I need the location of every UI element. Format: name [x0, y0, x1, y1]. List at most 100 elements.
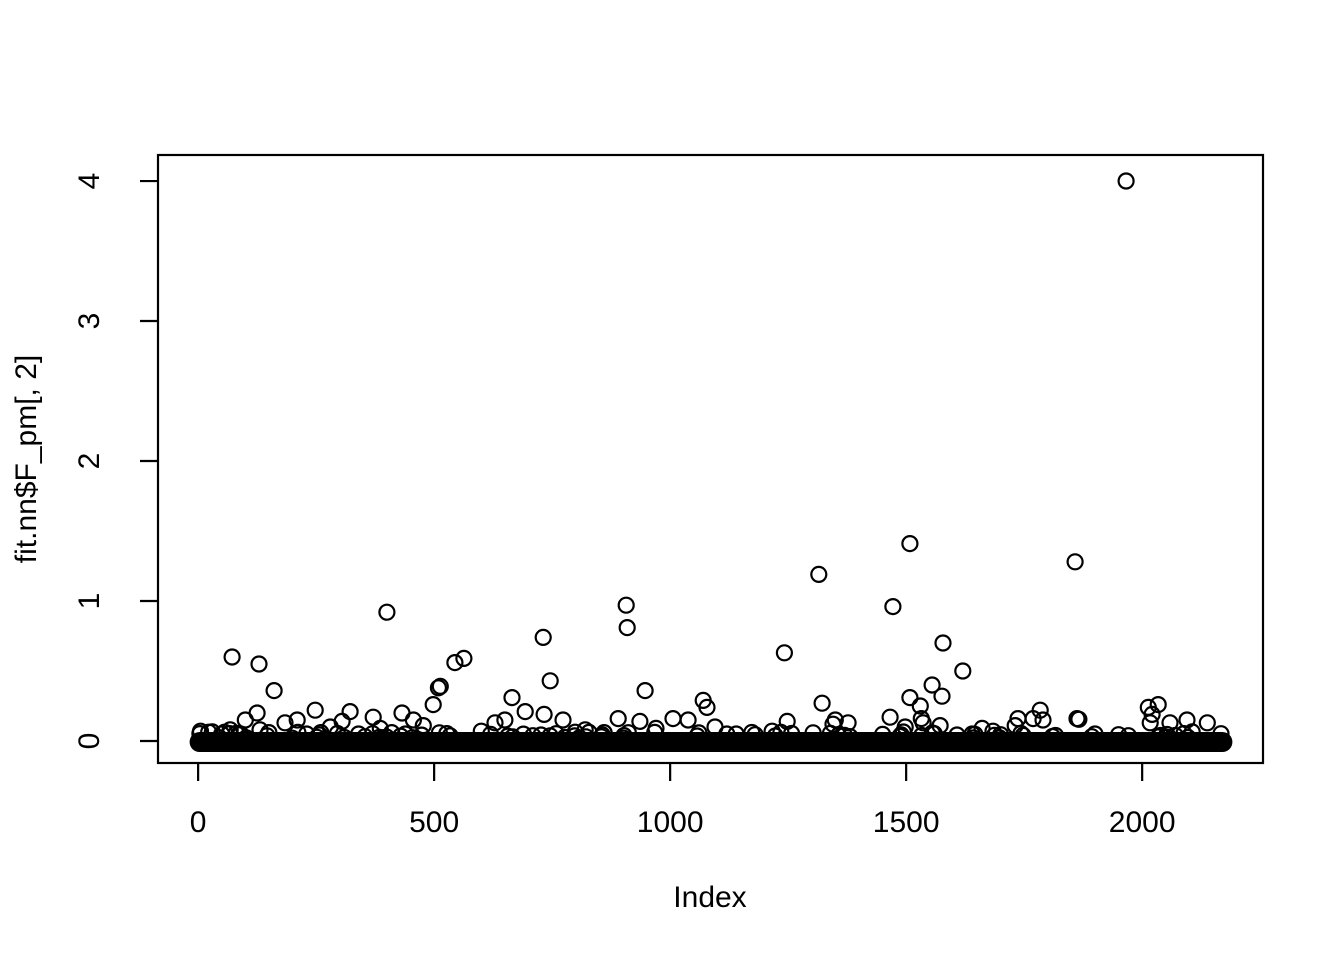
data-point: [664, 709, 682, 728]
data-point: [383, 723, 401, 742]
data-point: [446, 653, 464, 672]
data-point: [371, 719, 389, 738]
x-axis-tick-label: 1500: [873, 806, 940, 839]
data-point: [763, 722, 781, 740]
data-point: [1198, 714, 1216, 732]
y-axis-tick-label: 0: [73, 733, 106, 750]
data-point: [1161, 714, 1179, 732]
data-point: [350, 725, 368, 743]
plot-border: [156, 153, 1265, 765]
data-point: [1086, 725, 1104, 743]
data-point: [1149, 695, 1167, 714]
data-point: [914, 714, 932, 732]
data-point: [535, 705, 553, 724]
data-point: [496, 711, 514, 729]
data-point: [775, 644, 794, 662]
data-point: [516, 702, 534, 721]
data-point: [991, 726, 1010, 744]
data-point: [248, 704, 266, 722]
data-point: [923, 676, 941, 694]
data-point: [203, 723, 221, 741]
data-point: [265, 681, 283, 700]
data-point: [1031, 701, 1049, 719]
data-point: [191, 722, 210, 740]
data-point: [223, 648, 241, 666]
data-point: [424, 695, 442, 714]
data-point: [718, 725, 736, 743]
data-point: [839, 714, 857, 732]
data-point: [884, 597, 902, 616]
data-point: [636, 681, 654, 700]
data-point: [901, 534, 919, 553]
data-point: [312, 723, 330, 742]
y-axis-tick-label: 2: [73, 453, 106, 470]
data-point: [393, 704, 411, 722]
data-point: [813, 694, 831, 712]
data-point: [260, 723, 278, 742]
x-axis-tick-label: 2000: [1109, 806, 1176, 839]
data-point: [503, 688, 521, 707]
data-point: [1141, 714, 1159, 732]
data-point: [221, 721, 239, 739]
data-point: [826, 711, 844, 729]
data-point: [931, 716, 949, 735]
data-point: [911, 697, 929, 715]
data-point: [404, 711, 422, 729]
y-axis-tick-label: 1: [73, 593, 106, 610]
data-point: [486, 714, 504, 732]
data-point: [963, 725, 981, 743]
data-point: [810, 565, 828, 584]
data-point: [881, 708, 899, 726]
data-point: [631, 712, 649, 731]
data-point: [1070, 710, 1088, 728]
data-point: [746, 726, 764, 744]
data-point: [1117, 172, 1135, 190]
x-axis-tick-label: 1000: [637, 806, 704, 839]
x-axis-tick-label: 0: [190, 806, 207, 839]
data-point: [250, 655, 268, 673]
x-axis-title: Index: [673, 881, 746, 914]
data-point: [901, 688, 919, 707]
data-point: [341, 702, 359, 721]
data-point: [429, 679, 447, 697]
data-point: [431, 677, 449, 696]
data-point: [934, 634, 952, 652]
data-point: [933, 687, 951, 705]
data-point: [534, 628, 552, 647]
data-point: [364, 708, 382, 726]
data-point: [595, 723, 613, 742]
baseline-band: [189, 732, 1233, 752]
data-point: [617, 596, 635, 614]
data-point: [251, 721, 269, 739]
data-point: [541, 672, 559, 690]
data-point: [414, 716, 432, 735]
data-point: [896, 718, 914, 736]
data-point: [954, 662, 972, 680]
data-point: [679, 711, 697, 729]
data-point: [647, 719, 665, 738]
x-axis-tick-label: 500: [409, 806, 459, 839]
data-point: [727, 725, 745, 743]
data-point: [1066, 553, 1084, 571]
data-point: [1109, 726, 1128, 744]
data-point: [213, 725, 231, 743]
y-axis-tick-label: 4: [73, 173, 106, 190]
data-point: [618, 618, 636, 637]
data-point: [554, 711, 572, 729]
y-axis-tick-label: 3: [73, 313, 106, 330]
data-point: [698, 698, 716, 717]
y-axis-title: fit.nn$F_pm[, 2]: [10, 355, 43, 563]
data-point: [378, 603, 396, 621]
data-point: [1183, 723, 1201, 741]
plot-area: 0 500 1000 1500 2000 0 1 2 3 4: [73, 153, 1265, 839]
data-point: [455, 649, 473, 668]
data-point: [472, 722, 490, 740]
data-point: [973, 719, 991, 738]
data-point: [778, 712, 796, 731]
data-point: [306, 701, 324, 719]
data-point: [288, 711, 306, 729]
data-point: [1034, 711, 1052, 729]
